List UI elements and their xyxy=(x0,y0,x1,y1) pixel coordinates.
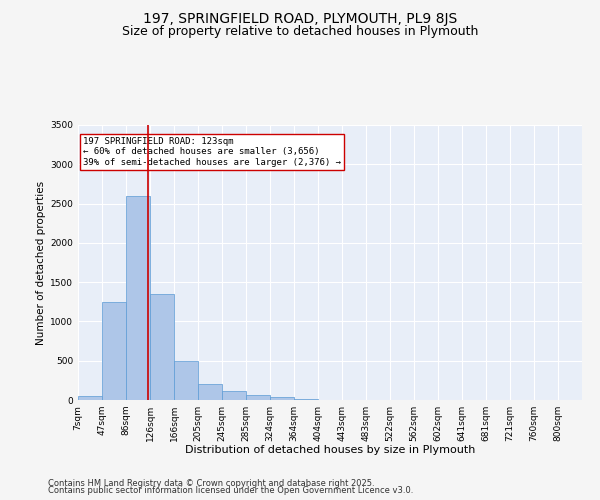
Bar xyxy=(294,399,318,400)
Text: 197 SPRINGFIELD ROAD: 123sqm
← 60% of detached houses are smaller (3,656)
39% of: 197 SPRINGFIELD ROAD: 123sqm ← 60% of de… xyxy=(83,137,341,166)
Bar xyxy=(102,302,126,400)
Text: Contains public sector information licensed under the Open Government Licence v3: Contains public sector information licen… xyxy=(48,486,413,495)
Bar xyxy=(246,396,270,400)
Bar xyxy=(78,396,102,400)
Bar xyxy=(198,384,222,400)
X-axis label: Distribution of detached houses by size in Plymouth: Distribution of detached houses by size … xyxy=(185,446,475,456)
Text: Size of property relative to detached houses in Plymouth: Size of property relative to detached ho… xyxy=(122,25,478,38)
Bar xyxy=(270,397,294,400)
Bar xyxy=(150,294,174,400)
Text: 197, SPRINGFIELD ROAD, PLYMOUTH, PL9 8JS: 197, SPRINGFIELD ROAD, PLYMOUTH, PL9 8JS xyxy=(143,12,457,26)
Bar xyxy=(174,360,198,400)
Y-axis label: Number of detached properties: Number of detached properties xyxy=(36,180,46,344)
Bar xyxy=(222,390,246,400)
Bar xyxy=(126,196,150,400)
Text: Contains HM Land Registry data © Crown copyright and database right 2025.: Contains HM Land Registry data © Crown c… xyxy=(48,478,374,488)
